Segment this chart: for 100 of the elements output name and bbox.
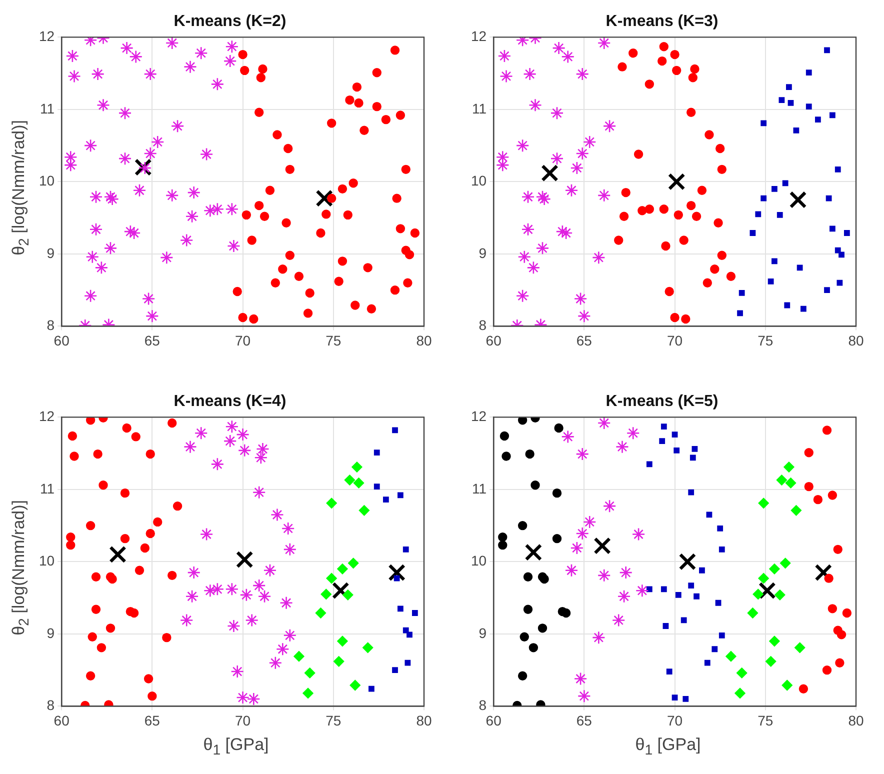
point xyxy=(238,444,252,458)
point xyxy=(388,564,406,582)
point xyxy=(717,164,726,174)
point xyxy=(660,586,667,592)
point xyxy=(172,501,182,511)
point xyxy=(406,632,412,638)
point xyxy=(315,608,326,618)
point xyxy=(772,186,778,192)
point xyxy=(232,286,242,296)
point xyxy=(118,152,132,166)
point xyxy=(194,46,208,60)
point xyxy=(68,431,78,441)
point xyxy=(592,630,606,644)
point xyxy=(366,304,376,314)
point xyxy=(131,432,140,442)
point xyxy=(768,278,774,284)
point xyxy=(160,250,174,264)
point xyxy=(578,689,591,703)
point xyxy=(602,499,616,513)
point xyxy=(523,604,533,614)
point xyxy=(704,130,714,140)
x-tick-label: 65 xyxy=(144,332,160,348)
point xyxy=(225,420,239,434)
point xyxy=(758,498,769,509)
point xyxy=(822,426,832,435)
point xyxy=(621,188,630,198)
point xyxy=(659,204,669,214)
point xyxy=(96,98,110,112)
point xyxy=(597,568,611,582)
point xyxy=(263,564,277,578)
point xyxy=(283,542,297,556)
point xyxy=(712,646,718,652)
point xyxy=(794,642,806,654)
point xyxy=(526,261,540,274)
point xyxy=(833,544,842,554)
point xyxy=(403,278,412,288)
point xyxy=(561,430,575,444)
point xyxy=(782,680,793,691)
x-tick-label: 65 xyxy=(576,332,592,348)
point xyxy=(523,67,536,81)
point xyxy=(758,572,769,584)
chart-title: K-means (K=3) xyxy=(606,13,718,30)
point xyxy=(496,158,510,172)
point xyxy=(559,226,573,240)
point xyxy=(636,584,649,598)
point xyxy=(679,236,688,245)
point xyxy=(392,194,402,203)
point xyxy=(760,195,767,202)
point xyxy=(717,526,724,532)
point xyxy=(333,656,344,667)
point xyxy=(84,289,98,303)
point xyxy=(835,658,844,668)
point xyxy=(392,667,398,674)
point xyxy=(187,566,201,580)
x-tick-label: 70 xyxy=(234,332,251,348)
point xyxy=(350,300,360,310)
point xyxy=(134,566,144,575)
point xyxy=(320,588,332,600)
point xyxy=(285,250,294,260)
point xyxy=(225,40,239,54)
point xyxy=(146,528,155,538)
point xyxy=(672,694,678,700)
point xyxy=(561,50,575,64)
point xyxy=(104,242,118,255)
point xyxy=(734,688,746,699)
point xyxy=(374,484,380,490)
point xyxy=(118,106,132,120)
point xyxy=(717,250,726,260)
point xyxy=(524,544,542,561)
point xyxy=(718,546,725,552)
point xyxy=(674,447,680,454)
point xyxy=(646,586,652,592)
point xyxy=(552,534,562,544)
chart-title: K-means (K=2) xyxy=(174,13,286,30)
point xyxy=(144,146,158,160)
point xyxy=(348,178,358,188)
point xyxy=(258,64,268,74)
point xyxy=(98,480,108,490)
x-tick-label: 60 xyxy=(54,712,70,728)
point xyxy=(165,37,179,50)
point xyxy=(715,144,725,154)
y-tick-label: 9 xyxy=(478,244,487,261)
point xyxy=(368,686,374,692)
point xyxy=(162,632,172,642)
point xyxy=(699,567,705,574)
point xyxy=(91,572,101,582)
point xyxy=(538,624,548,633)
point xyxy=(294,650,304,662)
point xyxy=(829,226,836,232)
point xyxy=(576,146,590,160)
point xyxy=(338,184,348,194)
point xyxy=(282,218,291,228)
point xyxy=(316,190,334,207)
point xyxy=(184,440,197,454)
point xyxy=(670,50,680,60)
point xyxy=(776,474,788,486)
point xyxy=(223,434,237,448)
x-tick-label: 75 xyxy=(758,332,774,348)
point xyxy=(776,212,783,218)
x-tick-label: 80 xyxy=(416,712,432,728)
